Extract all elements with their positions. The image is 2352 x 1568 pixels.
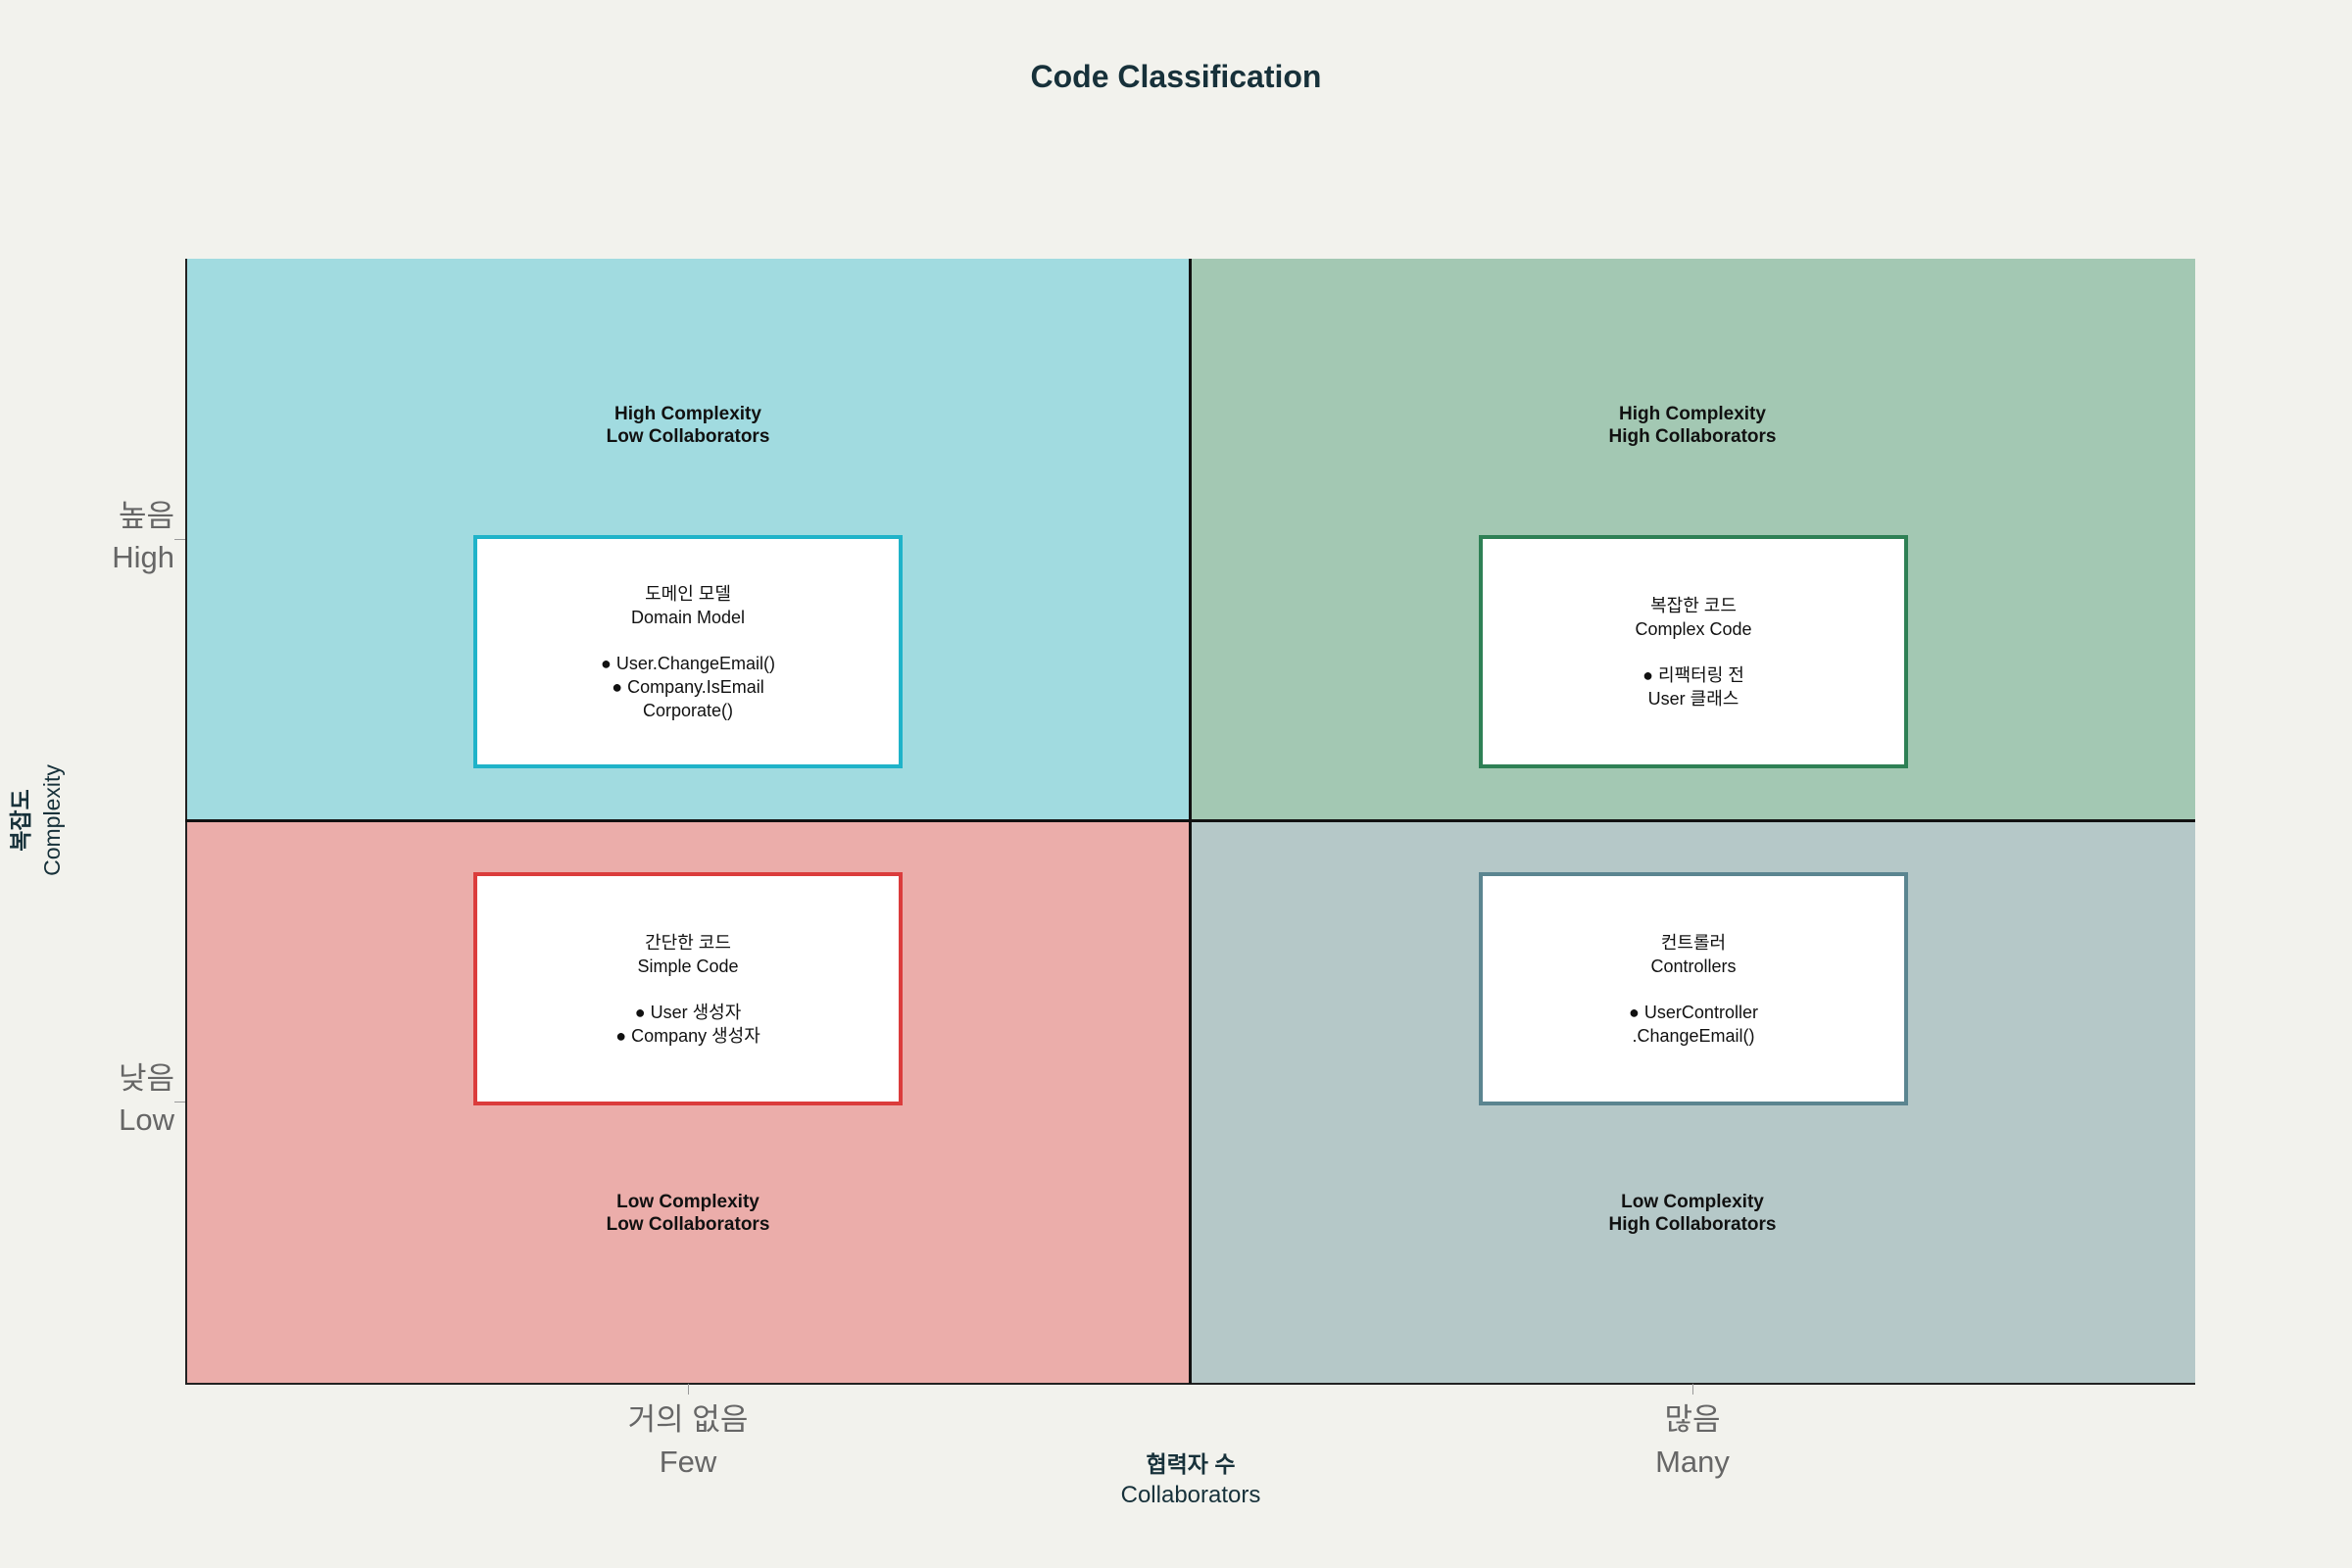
box-item: ● User.ChangeEmail() [601, 653, 775, 673]
x-tick-label-en: Few [659, 1445, 717, 1479]
box-item: ● Company 생성자 [615, 1025, 760, 1046]
box-item: .ChangeEmail() [1632, 1025, 1755, 1046]
box-title-en: Simple Code [637, 956, 739, 976]
quadrant-label-bottom-left: Low Complexity Low Collaborators [433, 1191, 943, 1236]
box-item: ● UserController [1629, 1002, 1758, 1022]
x-axis-title-ko: 협력자 수 [1146, 1451, 1236, 1477]
y-axis-title-en: Complexity [39, 764, 65, 876]
box-title-en: Domain Model [630, 607, 746, 627]
y-axis-title: 복잡도 Complexity [5, 722, 74, 918]
y-axis-title-ko: 복잡도 [8, 789, 33, 852]
chart-title: Code Classification [1030, 59, 1322, 94]
y-tick-label-ko: 낮음 [118, 1061, 174, 1096]
quadrant-label-bottom-right: Low Complexity High Collaborators [1438, 1191, 1947, 1236]
quadrant-label-line: High Complexity [614, 404, 761, 424]
x-tick-label-ko: 거의 없음 [627, 1402, 749, 1437]
x-axis-title: 협력자 수 Collaborators [995, 1448, 1387, 1511]
simple-code-box: 간단한 코드 Simple Code ● User 생성자 ● Company … [473, 872, 903, 1105]
y-tick-high: 높음 High [27, 496, 174, 578]
quadrant-label-line: Low Collaborators [606, 1214, 770, 1235]
quadrant-label-line: Low Collaborators [606, 426, 770, 447]
box-item: ● 리팩터링 전 [1642, 664, 1744, 685]
x-axis-title-en: Collaborators [1120, 1482, 1261, 1508]
quadrant-label-top-right: High Complexity High Collaborators [1438, 403, 1947, 448]
domain-model-box: 도메인 모델 Domain Model ● User.ChangeEmail()… [473, 535, 903, 768]
y-tick-label-ko: 높음 [118, 499, 174, 533]
x-tick-mark [688, 1384, 689, 1395]
quadrant-label-line: High Collaborators [1608, 1214, 1777, 1235]
controllers-box: 컨트롤러 Controllers ● UserController .Chang… [1479, 872, 1908, 1105]
box-item: ● Company.IsEmail [612, 676, 764, 697]
box-title-en: Controllers [1650, 956, 1737, 976]
box-item: Corporate() [642, 700, 734, 720]
y-tick-label-en: Low [119, 1102, 174, 1137]
box-title-ko: 도메인 모델 [645, 583, 731, 604]
x-tick-many: 많음 Many [1545, 1398, 1839, 1483]
y-tick-label-en: High [112, 540, 174, 574]
x-tick-mark [1692, 1384, 1693, 1395]
box-item: ● User 생성자 [634, 1002, 742, 1022]
x-tick-label-en: Many [1655, 1445, 1730, 1479]
quadrant-plot: High Complexity Low Collaborators High C… [185, 259, 2195, 1385]
quadrant-label-top-left: High Complexity Low Collaborators [433, 403, 943, 448]
quadrant-label-line: Low Complexity [616, 1192, 760, 1212]
x-axis-line [185, 1383, 2195, 1385]
horizontal-divider [185, 819, 2195, 822]
box-item: User 클래스 [1647, 688, 1740, 709]
box-title-ko: 복잡한 코드 [1650, 595, 1737, 615]
box-title-ko: 간단한 코드 [645, 932, 731, 953]
quadrant-label-line: High Collaborators [1608, 426, 1777, 447]
box-title-ko: 컨트롤러 [1660, 932, 1727, 953]
x-tick-label-ko: 많음 [1664, 1402, 1721, 1437]
y-tick-mark [174, 539, 185, 540]
y-tick-low: 낮음 Low [27, 1058, 174, 1141]
quadrant-label-line: Low Complexity [1621, 1192, 1764, 1212]
quadrant-label-line: High Complexity [1619, 404, 1766, 424]
box-title-en: Complex Code [1635, 618, 1752, 639]
x-tick-few: 거의 없음 Few [541, 1398, 835, 1483]
complex-code-box: 복잡한 코드 Complex Code ● 리팩터링 전 User 클래스 [1479, 535, 1908, 768]
